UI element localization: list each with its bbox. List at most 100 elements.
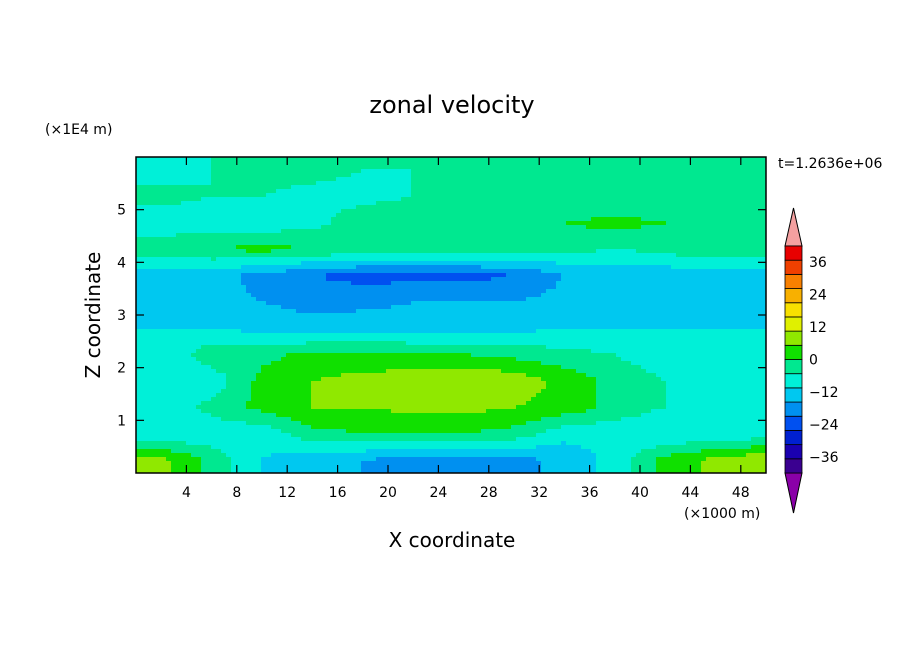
contour-cell-735 <box>661 177 667 182</box>
contour-cell-4200 <box>346 289 352 294</box>
contour-cell-3961 <box>411 281 417 286</box>
contour-cell-3280 <box>156 261 162 266</box>
contour-cell-4219 <box>441 289 447 294</box>
contour-cell-3348 <box>496 261 502 266</box>
contour-cell-2988 <box>586 249 592 254</box>
contour-cell-1881 <box>721 213 727 218</box>
contour-cell-1228 <box>606 193 612 198</box>
contour-cell-1632 <box>736 205 742 210</box>
contour-cell-2886 <box>706 245 712 250</box>
contour-cell-2173 <box>291 225 297 230</box>
contour-cell-155 <box>281 161 287 166</box>
contour-cell-4459 <box>381 297 387 302</box>
contour-cell-1193 <box>431 193 437 198</box>
contour-cell-3604 <box>516 269 522 274</box>
contour-cell-548 <box>356 173 362 178</box>
contour-cell-3488 <box>566 265 572 270</box>
contour-cell-795 <box>331 181 337 186</box>
contour-cell-2940 <box>346 249 352 254</box>
contour-cell-885 <box>151 185 157 190</box>
contour-cell-555 <box>391 173 397 178</box>
contour-cell-147 <box>241 161 247 166</box>
contour-cell-2587 <box>471 237 477 242</box>
contour-cell-4292 <box>176 293 182 298</box>
contour-cell-1101 <box>601 189 607 194</box>
contour-cell-592 <box>576 173 582 178</box>
contour-cell-4407 <box>751 293 757 298</box>
contour-cell-4248 <box>586 289 592 294</box>
contour-cell-1781 <box>221 213 227 218</box>
contour-cell-3146 <box>746 253 752 258</box>
contour-cell-519 <box>211 173 217 178</box>
contour-cell-536 <box>296 173 302 178</box>
contour-cell-1194 <box>436 193 442 198</box>
contour-cell-3853 <box>501 277 507 282</box>
contour-cell-2219 <box>521 225 527 230</box>
contour-cell-2177 <box>311 225 317 230</box>
contour-cell-2617 <box>621 237 627 242</box>
contour-cell-4061 <box>281 285 287 290</box>
contour-cell-4033 <box>141 285 147 290</box>
contour-cell-3848 <box>476 277 482 282</box>
contour-cell-4296 <box>196 293 202 298</box>
contour-cell-1181 <box>371 193 377 198</box>
contour-cell-1417 <box>291 201 297 206</box>
contour-cell-4613 <box>521 301 527 306</box>
contour-cell-3369 <box>601 261 607 266</box>
contour-cell-1022 <box>206 189 212 194</box>
contour-cell-4827 <box>331 309 337 314</box>
contour-cell-673 <box>351 177 357 182</box>
contour-cell-939 <box>421 185 427 190</box>
contour-cell-3780 <box>136 277 142 282</box>
contour-cell-2038 <box>246 221 252 226</box>
contour-cell-4076 <box>356 285 362 290</box>
contour-cell-102 <box>646 157 652 162</box>
contour-cell-2816 <box>356 245 362 250</box>
contour-cell-1635 <box>751 205 757 210</box>
contour-cell-1555 <box>351 205 357 210</box>
contour-cell-2229 <box>571 225 577 230</box>
contour-cell-3235 <box>561 257 567 262</box>
contour-cell-2482 <box>576 233 582 238</box>
contour-cell-2112 <box>616 221 622 226</box>
contour-cell-2678 <box>296 241 302 246</box>
contour-cell-4706 <box>356 305 362 310</box>
contour-cell-4737 <box>511 305 517 310</box>
contour-cell-1327 <box>471 197 477 202</box>
contour-cell-4664 <box>146 305 152 310</box>
contour-cell-3845 <box>461 277 467 282</box>
contour-cell-1032 <box>256 189 262 194</box>
contour-cell-2564 <box>356 237 362 242</box>
contour-cell-2511 <box>721 233 727 238</box>
contour-cell-4810 <box>246 309 252 314</box>
contour-cell-4191 <box>301 289 307 294</box>
contour-cell-1693 <box>411 209 417 214</box>
contour-cell-1291 <box>291 197 297 202</box>
contour-cell-2152 <box>186 225 192 230</box>
contour-cell-1612 <box>636 205 642 210</box>
contour-cell-162 <box>316 161 322 166</box>
contour-cell-3906 <box>136 281 142 286</box>
contour-cell-4854 <box>466 309 472 314</box>
contour-cell-2150 <box>176 225 182 230</box>
contour-cell-166 <box>336 161 342 166</box>
contour-cell-4465 <box>411 297 417 302</box>
contour-cell-3296 <box>236 261 242 266</box>
contour-cell-4255 <box>621 289 627 294</box>
contour-cell-2197 <box>411 225 417 230</box>
contour-cell-4719 <box>421 305 427 310</box>
contour-cell-4759 <box>621 305 627 310</box>
contour-cell-3803 <box>251 277 257 282</box>
contour-cell-3405 <box>151 265 157 270</box>
contour-cell-2489 <box>611 233 617 238</box>
contour-cell-2742 <box>616 241 622 246</box>
contour-cell-1308 <box>376 197 382 202</box>
contour-cell-572 <box>476 173 482 178</box>
contour-cell-3676 <box>246 273 252 278</box>
contour-cell-336 <box>556 165 562 170</box>
contour-cell-680 <box>386 177 392 182</box>
contour-cell-696 <box>466 177 472 182</box>
contour-cell-1155 <box>241 193 247 198</box>
contour-cell-3494 <box>596 265 602 270</box>
contour-cell-329 <box>521 165 527 170</box>
